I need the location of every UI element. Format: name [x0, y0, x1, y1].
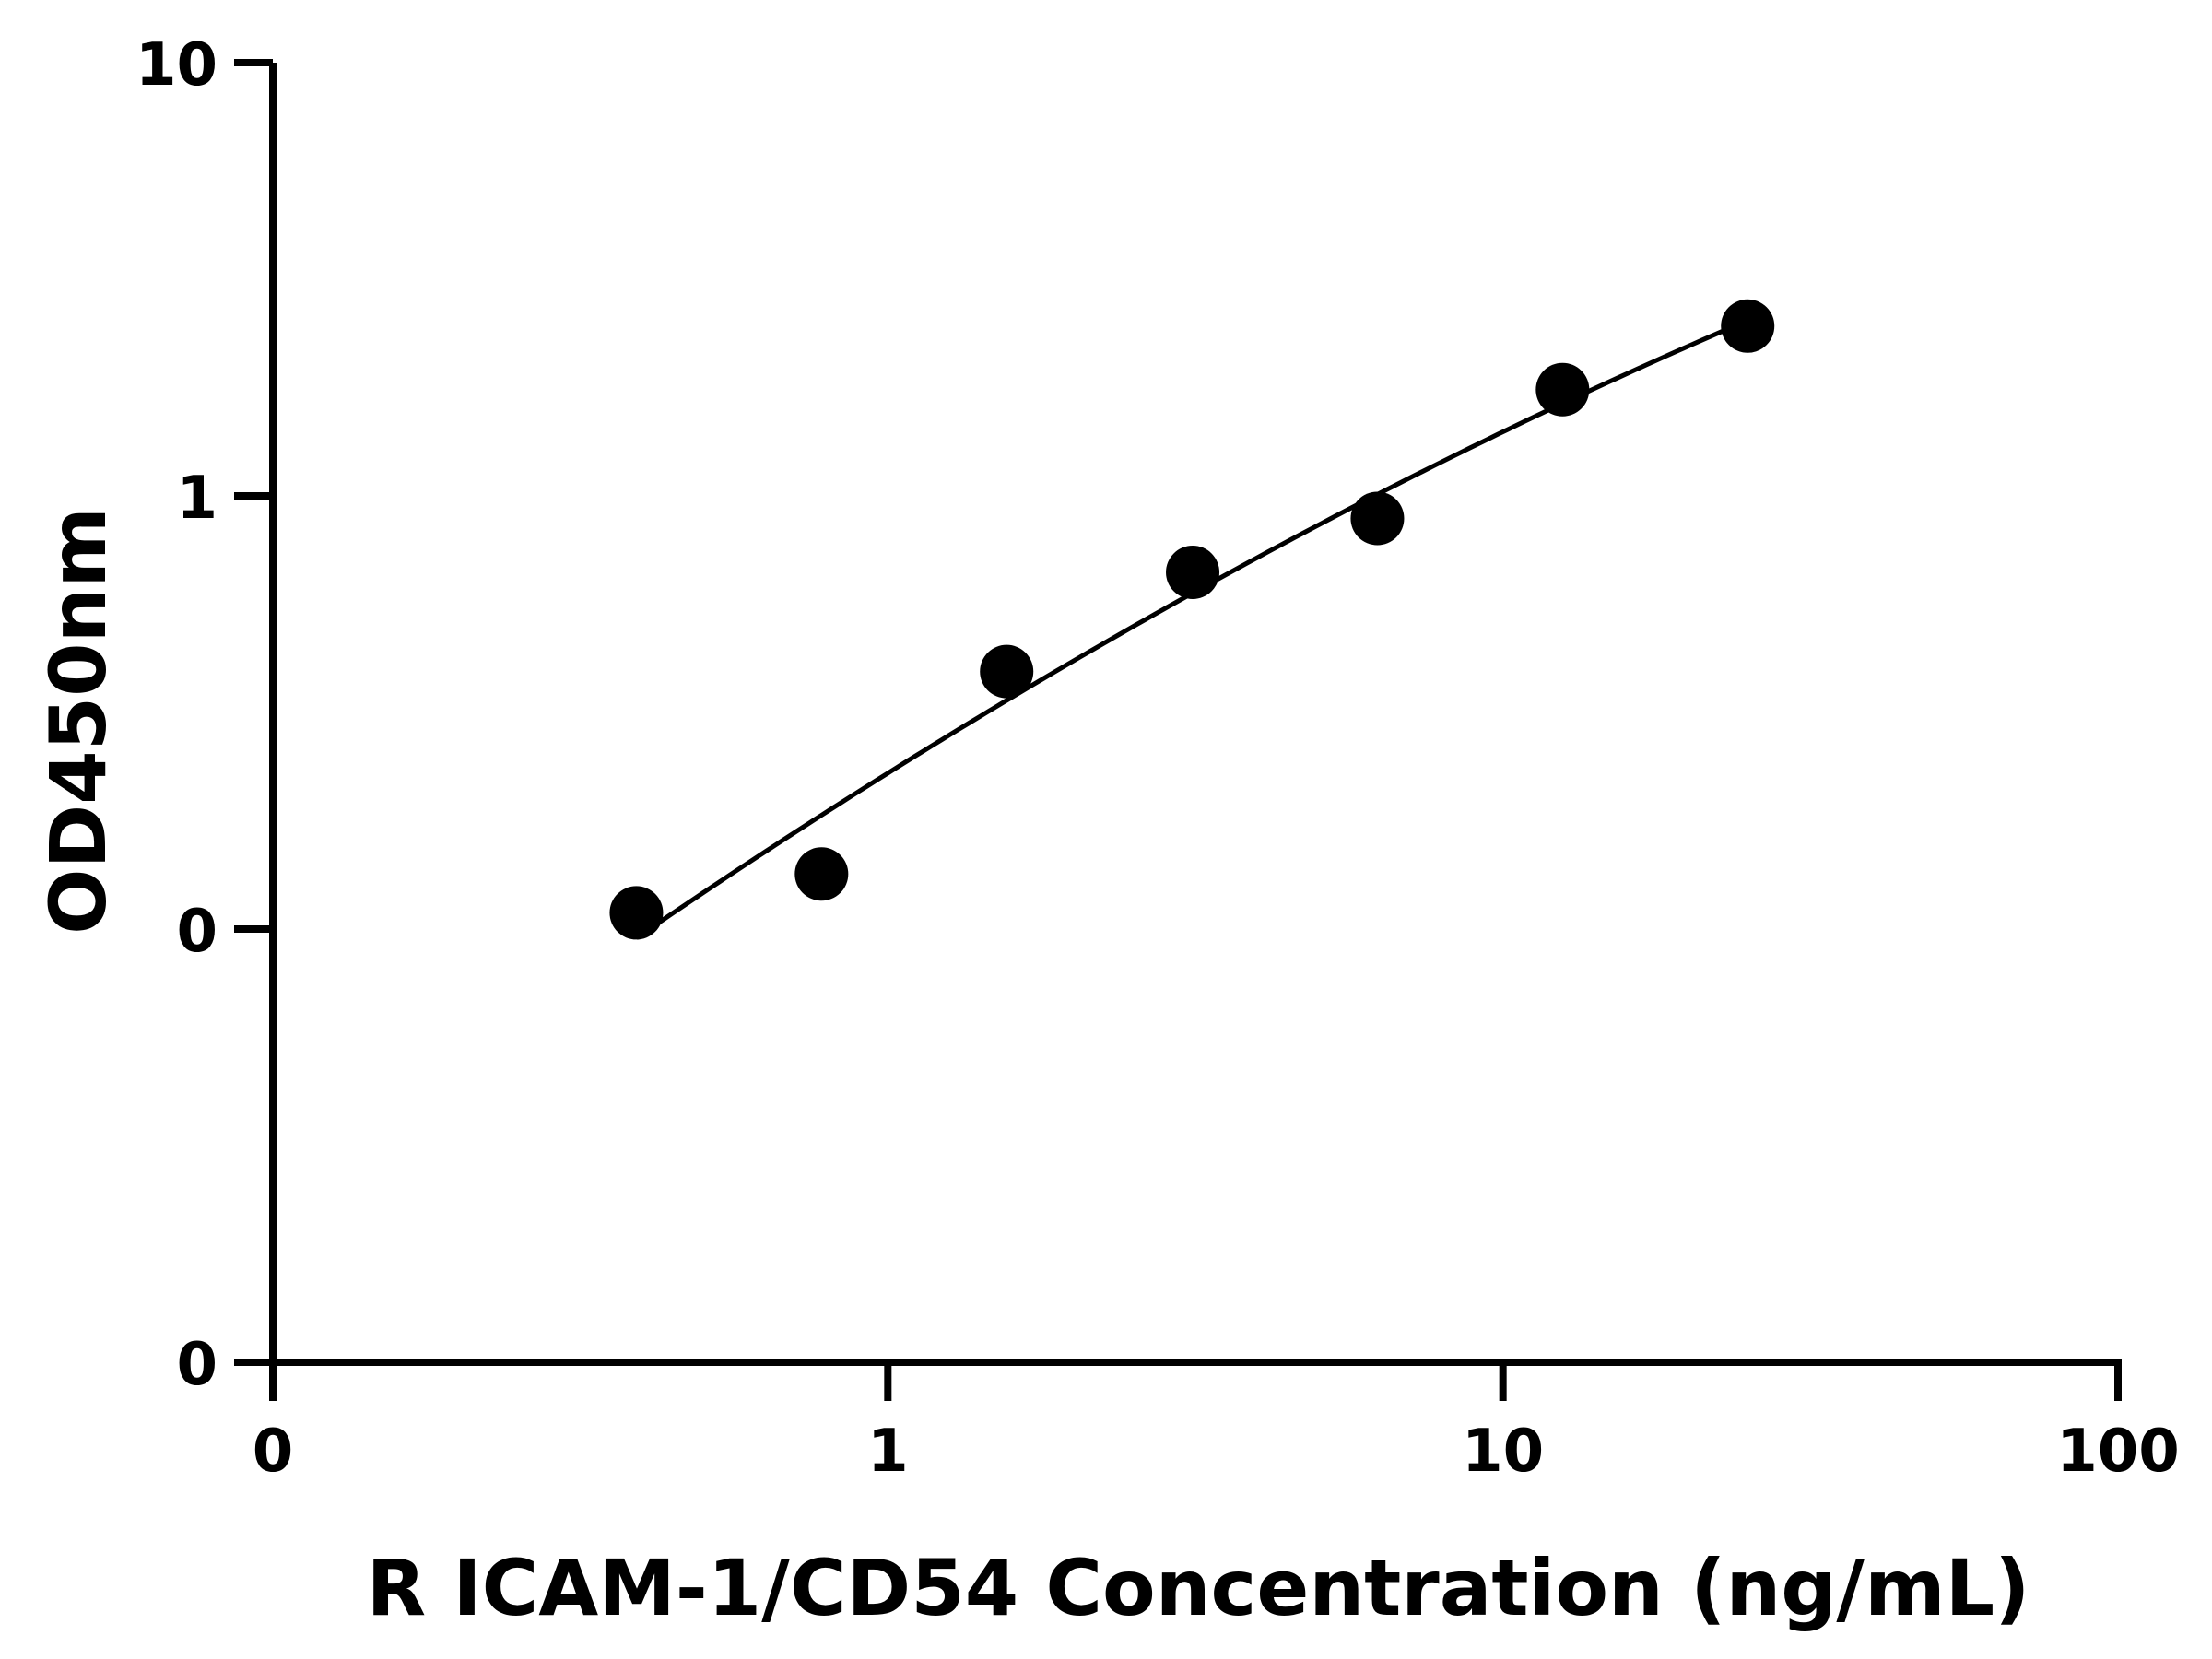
- x-ticks: 0 1 10 100: [253, 1362, 2180, 1486]
- x-tick-label: 10: [1462, 1418, 1544, 1486]
- axes: [269, 63, 2122, 1366]
- data-point: [980, 644, 1034, 699]
- y-tick-label: 1: [176, 465, 218, 533]
- x-tick-label: 100: [2056, 1418, 2180, 1486]
- y-tick-label: 0: [176, 898, 218, 966]
- data-point: [1166, 545, 1220, 599]
- y-ticks: 0 0 1 10: [135, 31, 273, 1399]
- data-point: [1721, 299, 1775, 353]
- data-point: [1350, 491, 1405, 546]
- data-point: [609, 886, 664, 940]
- y-tick-label: 0: [176, 1331, 218, 1399]
- x-axis-title: R ICAM-1/CD54 Concentration (ng/mL): [366, 1543, 2030, 1633]
- data-point: [1535, 362, 1590, 417]
- data-points: [609, 299, 1775, 940]
- data-point: [794, 847, 849, 901]
- y-axis-title: OD450nm: [33, 507, 124, 935]
- fit-curve: [635, 318, 1749, 940]
- y-tick-label: 10: [135, 31, 218, 100]
- x-tick-label: 1: [867, 1418, 909, 1486]
- x-tick-label: 0: [253, 1418, 294, 1486]
